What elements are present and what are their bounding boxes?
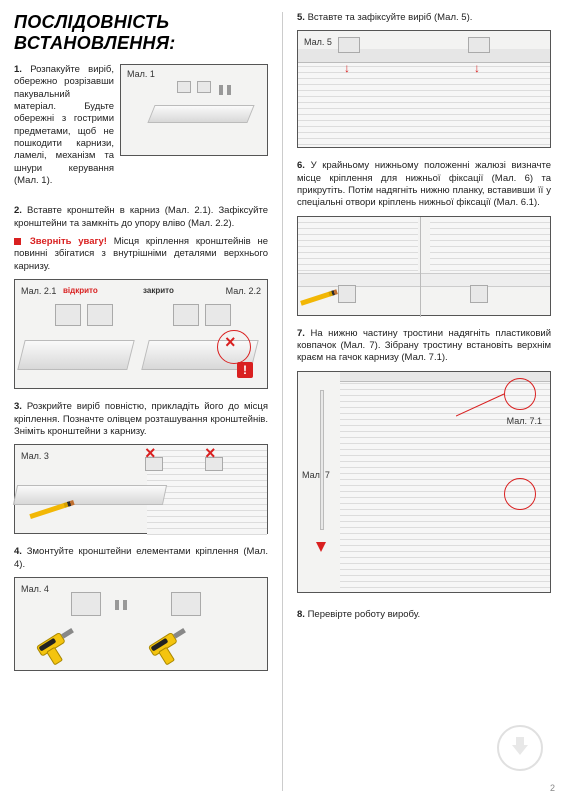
- step-3-text: 3. Розкрийте виріб повністю, прикладіть …: [14, 401, 268, 438]
- step-6-num: 6.: [297, 160, 305, 171]
- red-square-icon: [14, 238, 21, 245]
- step-7-body: На нижню частину тростини надягніть плас…: [297, 328, 551, 364]
- fixing-6b: [470, 285, 488, 303]
- step-5-text: 5. Вставте та зафіксуйте виріб (Мал. 5).: [297, 12, 551, 24]
- close-label: закрито: [143, 286, 174, 295]
- exclamation-icon: !: [237, 362, 253, 378]
- page-number: 2: [550, 783, 555, 793]
- figure-5-label: Мал. 5: [304, 37, 332, 47]
- slats-6r: [430, 217, 550, 275]
- bracket-21b: [87, 304, 113, 326]
- circle-71-bottom: [504, 478, 536, 510]
- step-3-body: Розкрийте виріб повністю, прикладіть йог…: [14, 401, 268, 437]
- left-column: ПОСЛІДОВНІСТЬ ВСТАНОВЛЕННЯ: 1. Розпакуйт…: [14, 12, 268, 791]
- figure-71-label: Мал. 7.1: [507, 416, 542, 426]
- fixing-6a: [338, 285, 356, 303]
- figure-7: Мал. 7 Мал. 7.1: [297, 371, 551, 593]
- rail-illustration: [147, 105, 254, 123]
- step-6-text: 6. У крайньому нижньому положенні жалюзі…: [297, 160, 551, 209]
- warning-label: Зверніть увагу!: [30, 236, 107, 247]
- rail-21: [17, 340, 134, 370]
- step-3-num: 3.: [14, 401, 22, 412]
- drill-icon-4b: [142, 623, 194, 671]
- figure-4: Мал. 4: [14, 577, 268, 671]
- step-8-body: Перевірте роботу виробу.: [308, 609, 421, 620]
- slats-6l: [298, 217, 418, 275]
- figure-1-label: Мал. 1: [127, 69, 155, 79]
- bracket-5a: [338, 37, 360, 53]
- x-mark-icon: ×: [225, 332, 236, 353]
- page-title: ПОСЛІДОВНІСТЬ ВСТАНОВЛЕННЯ:: [14, 12, 268, 54]
- screw-4b: [123, 600, 127, 610]
- arrow-down-5b: ↓: [474, 61, 480, 75]
- step-5-body: Вставте та зафіксуйте виріб (Мал. 5).: [308, 12, 473, 23]
- right-column: 5. Вставте та зафіксуйте виріб (Мал. 5).…: [297, 12, 551, 791]
- step-4-body: Змонтуйте кронштейни елементами кріпленн…: [14, 546, 268, 569]
- step-1-num: 1.: [14, 64, 22, 75]
- figure-3: Мал. 3 × ×: [14, 444, 268, 534]
- bracket-22a: [173, 304, 199, 326]
- figure-2: Мал. 2.1 відкрито закрито Мал. 2.2 ! ×: [14, 279, 268, 389]
- step-1-body: Розпакуйте виріб, обережно розрізавши па…: [14, 64, 114, 186]
- figure-1: Мал. 1: [120, 64, 268, 156]
- step-2-num: 2.: [14, 205, 22, 216]
- figure-21-label: Мал. 2.1: [21, 286, 56, 296]
- drill-icon-4a: [30, 623, 82, 671]
- page-root: ПОСЛІДОВНІСТЬ ВСТАНОВЛЕННЯ: 1. Розпакуйт…: [0, 0, 565, 799]
- pencil-icon-6: [300, 289, 338, 305]
- figure-22-label: Мал. 2.2: [226, 286, 261, 296]
- bracket-4a: [71, 592, 101, 616]
- step-8-num: 8.: [297, 609, 305, 620]
- bracket-21a: [55, 304, 81, 326]
- step-1-text: 1. Розпакуйте виріб, обережно розрізавши…: [14, 64, 114, 187]
- slats-5: [298, 55, 550, 147]
- leader-line-top: [456, 392, 506, 422]
- step-8-text: 8. Перевірте роботу виробу.: [297, 609, 551, 621]
- column-divider: [282, 12, 283, 791]
- figure-7-label: Мал. 7: [302, 470, 330, 480]
- step-5-num: 5.: [297, 12, 305, 23]
- bottomrail-6: [298, 273, 550, 287]
- wand-tip-icon: [316, 542, 326, 552]
- headrail-5: [298, 49, 550, 63]
- rail-3: [13, 485, 167, 505]
- step-4-num: 4.: [14, 546, 22, 557]
- arrow-down-5a: ↓: [344, 61, 350, 75]
- step-7-text: 7. На нижню частину тростини надягніть п…: [297, 328, 551, 365]
- step-2-text: 2. Вставте кронштейн в карниз (Мал. 2.1)…: [14, 205, 268, 230]
- screw-1: [219, 85, 223, 95]
- circle-71-top: [504, 378, 536, 410]
- screw-4a: [115, 600, 119, 610]
- step-7-num: 7.: [297, 328, 305, 339]
- figure-3-label: Мал. 3: [21, 451, 49, 461]
- bracket-5b: [468, 37, 490, 53]
- open-label: відкрито: [63, 286, 98, 295]
- x-mark-3a: ×: [145, 443, 156, 464]
- bracket-small-1: [177, 81, 191, 93]
- x-mark-3b: ×: [205, 443, 216, 464]
- step-2-warning: Зверніть увагу! Місця кріплення кронштей…: [14, 236, 268, 273]
- step-1-row: 1. Розпакуйте виріб, обережно розрізавши…: [14, 64, 268, 193]
- step-2-body: Вставте кронштейн в карниз (Мал. 2.1). З…: [14, 205, 268, 228]
- fig6-divider: [420, 217, 421, 317]
- step-4-text: 4. Змонтуйте кронштейни елементами кріпл…: [14, 546, 268, 571]
- figure-6: Мал. 6 Мал. 6.1: [297, 216, 551, 316]
- bracket-4b: [171, 592, 201, 616]
- watermark-icon: [497, 725, 543, 771]
- bracket-small-2: [197, 81, 211, 93]
- screw-2: [227, 85, 231, 95]
- step-6-body: У крайньому нижньому положенні жалюзі ви…: [297, 160, 551, 208]
- wand-icon: [320, 390, 324, 530]
- figure-5: Мал. 5 ↓ ↓: [297, 30, 551, 148]
- figure-4-label: Мал. 4: [21, 584, 49, 594]
- bracket-22b: [205, 304, 231, 326]
